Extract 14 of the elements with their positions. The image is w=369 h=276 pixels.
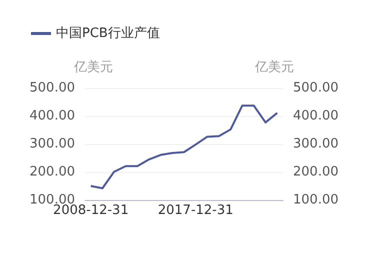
- y2-tick-label: 400.00: [293, 108, 338, 124]
- y2-axis-title: 亿美元: [254, 59, 294, 75]
- x-tick-label: 2017-12-31: [158, 203, 234, 218]
- line-series: [90, 104, 278, 190]
- y-tick-label: 400.00: [30, 108, 75, 124]
- y2-tick-label: 300.00: [293, 136, 338, 152]
- y-tick-label: 500.00: [30, 80, 75, 96]
- y-tick-label: 200.00: [30, 164, 75, 180]
- y2-tick-label: 500.00: [293, 80, 338, 96]
- y-tick-label: 300.00: [30, 136, 75, 152]
- y2-tick-label: 200.00: [293, 164, 338, 180]
- y2-tick-label: 100.00: [293, 192, 338, 208]
- y-axis-title: 亿美元: [73, 59, 113, 75]
- legend-label: 中国PCB行业产值: [56, 26, 160, 41]
